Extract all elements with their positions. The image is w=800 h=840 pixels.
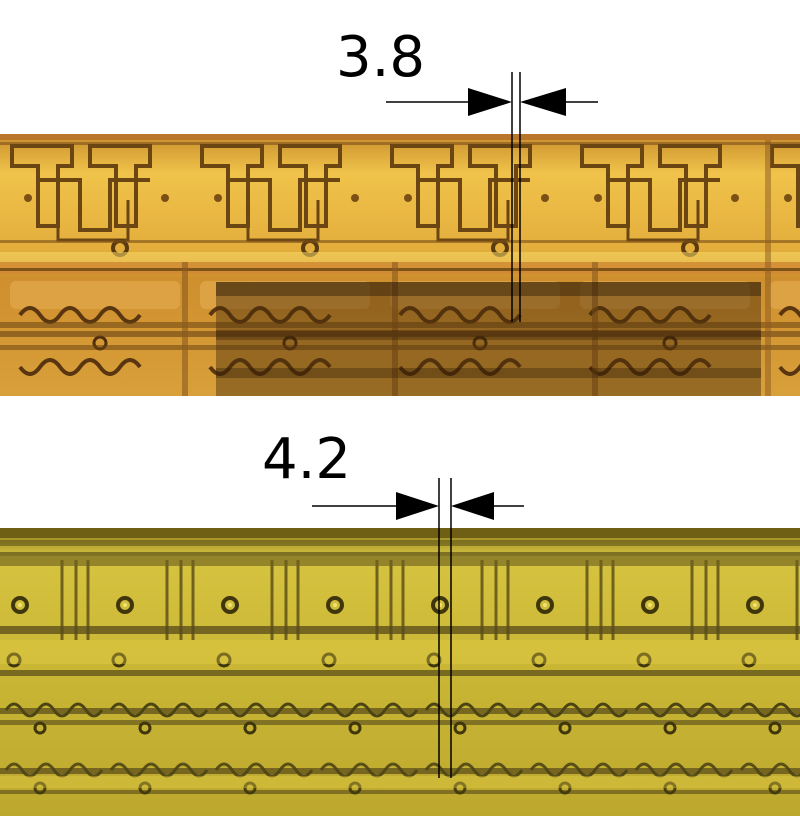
- dimension-label-top: 3.8: [336, 25, 426, 90]
- arrow-right-icon: [396, 492, 439, 520]
- arrow-left-icon: [451, 492, 494, 520]
- arrow-right-icon: [468, 88, 512, 116]
- arrow-left-icon: [520, 88, 566, 116]
- shaded-overlay-region: [216, 282, 761, 396]
- top-dimension-marker: [386, 72, 598, 322]
- dimension-label-bottom: 4.2: [262, 427, 352, 492]
- bottom-die-image: [0, 528, 800, 816]
- bottom-dimension-marker: [312, 478, 524, 778]
- top-die-image: [0, 134, 800, 396]
